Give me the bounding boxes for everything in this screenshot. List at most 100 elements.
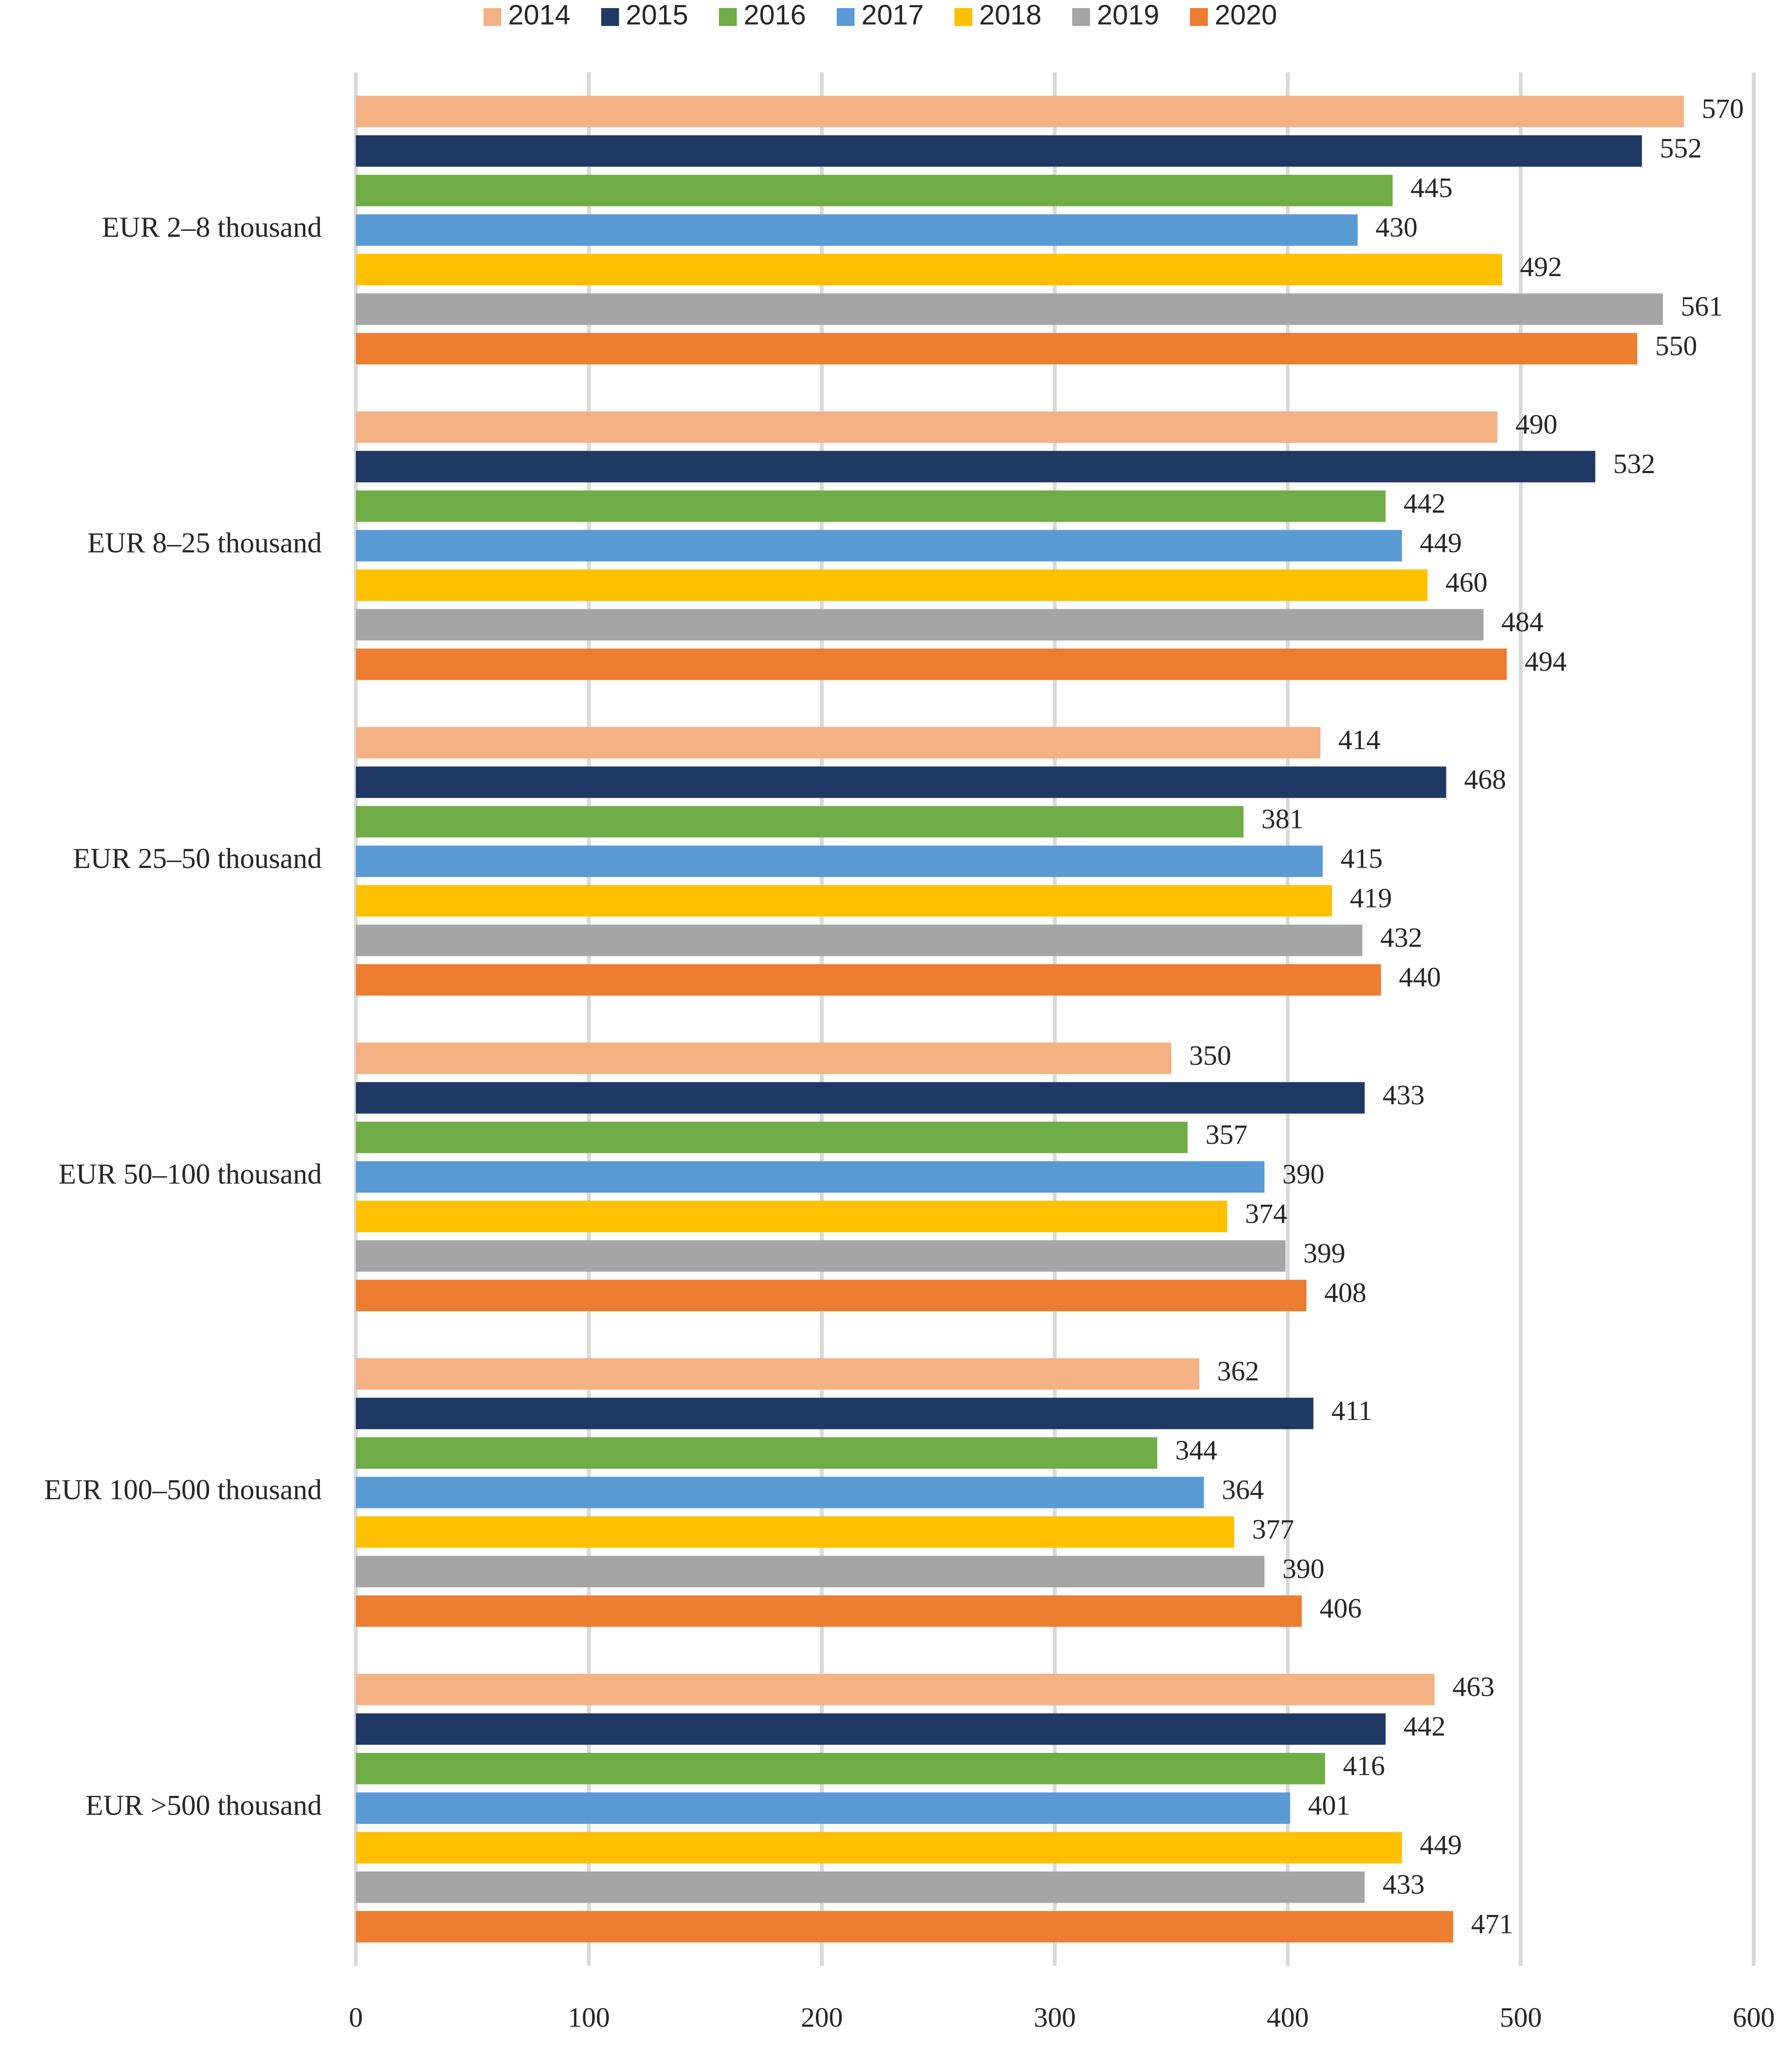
data-label-2020-1: 494: [1525, 646, 1567, 677]
category-label-1: EUR 8–25 thousand: [87, 526, 322, 559]
bar-2018-0: [356, 254, 1502, 286]
data-label-2015-3: 433: [1383, 1080, 1425, 1111]
data-label-2020-3: 408: [1324, 1277, 1366, 1308]
category-label-2: EUR 25–50 thousand: [73, 842, 322, 874]
bar-2019-5: [356, 1871, 1365, 1903]
bar-2020-0: [356, 333, 1637, 365]
data-label-2020-5: 471: [1471, 1909, 1513, 1940]
tick-label-100: 100: [568, 2002, 610, 2033]
value-axis-tick-labels: 0 100 200 300 400 500 600: [349, 2002, 1775, 2033]
data-label-2016-2: 381: [1261, 803, 1304, 834]
bar-2019-3: [356, 1240, 1286, 1272]
bar-2017-0: [356, 214, 1358, 246]
bar-2020-5: [356, 1911, 1454, 1943]
bar-2016-4: [356, 1437, 1158, 1469]
legend-label-2019: 2019: [1097, 0, 1159, 30]
bar-2017-2: [356, 845, 1323, 877]
bar-2015-4: [356, 1398, 1314, 1430]
legend-swatch-2015: [601, 8, 619, 26]
bar-2019-4: [356, 1556, 1265, 1588]
category-axis-labels: EUR 2–8 thousand EUR 8–25 thousand EUR 25–…: [44, 211, 322, 1821]
legend: 2014 2015 2016 2017 2018 2019 2020: [483, 0, 1277, 30]
tick-label-0: 0: [349, 2002, 363, 2033]
bar-2015-2: [356, 766, 1446, 798]
bar-2014-1: [356, 411, 1498, 443]
tick-label-500: 500: [1500, 2002, 1542, 2033]
bar-2018-1: [356, 569, 1428, 601]
tick-label-200: 200: [801, 2002, 843, 2033]
bar-2015-3: [356, 1082, 1365, 1114]
bar-2019-2: [356, 925, 1363, 956]
bar-2020-2: [356, 964, 1381, 996]
bar-2016-2: [356, 806, 1244, 838]
bar-2017-3: [356, 1161, 1265, 1193]
bar-2020-4: [356, 1595, 1302, 1627]
bar-2017-4: [356, 1477, 1204, 1509]
data-label-2016-0: 445: [1411, 172, 1453, 203]
data-label-2018-5: 449: [1420, 1829, 1462, 1861]
data-label-2015-5: 442: [1403, 1711, 1446, 1742]
data-label-2014-3: 350: [1189, 1040, 1231, 1071]
bar-2016-3: [356, 1121, 1188, 1153]
data-label-2017-1: 449: [1420, 528, 1462, 559]
data-label-2018-1: 460: [1446, 567, 1488, 598]
legend-label-2020: 2020: [1215, 0, 1277, 30]
bar-2016-5: [356, 1753, 1325, 1784]
data-label-2017-0: 430: [1375, 212, 1417, 243]
legend-label-2016: 2016: [744, 0, 806, 30]
bar-2014-5: [356, 1673, 1435, 1705]
data-label-2019-0: 561: [1681, 291, 1723, 322]
legend-swatch-2018: [954, 8, 972, 26]
data-label-2019-2: 432: [1380, 922, 1422, 953]
bar-2018-4: [356, 1516, 1234, 1548]
legend-swatch-2020: [1190, 8, 1208, 26]
legend-swatch-2019: [1072, 8, 1090, 26]
data-label-2020-4: 406: [1320, 1593, 1362, 1624]
bar-2020-1: [356, 648, 1507, 680]
data-label-2016-1: 442: [1403, 488, 1446, 519]
data-label-2018-2: 419: [1350, 882, 1392, 913]
bar-2018-5: [356, 1832, 1402, 1863]
data-label-2017-3: 390: [1282, 1159, 1324, 1190]
tick-label-400: 400: [1267, 2002, 1309, 2033]
gridlines: [354, 72, 1756, 1966]
bar-2014-3: [356, 1042, 1171, 1074]
data-label-2014-1: 490: [1515, 409, 1557, 440]
legend-label-2015: 2015: [626, 0, 688, 30]
category-label-3: EUR 50–100 thousand: [58, 1157, 322, 1190]
bar-2016-0: [356, 175, 1393, 207]
data-label-2018-4: 377: [1252, 1514, 1294, 1545]
data-label-2015-0: 552: [1660, 133, 1702, 164]
data-label-2016-4: 344: [1175, 1435, 1217, 1466]
legend-swatch-2016: [719, 8, 737, 26]
category-label-4: EUR 100–500 thousand: [44, 1473, 322, 1506]
bar-2015-0: [356, 135, 1642, 167]
data-label-2018-0: 492: [1520, 251, 1562, 282]
tick-label-600: 600: [1733, 2002, 1775, 2033]
category-label-0: EUR 2–8 thousand: [102, 211, 322, 243]
category-label-5: EUR >500 thousand: [85, 1789, 322, 1821]
data-label-2014-0: 570: [1702, 93, 1744, 124]
bars: [356, 96, 1684, 1943]
data-label-2015-2: 468: [1464, 764, 1506, 795]
data-label-2015-4: 411: [1331, 1395, 1372, 1426]
legend-label-2018: 2018: [979, 0, 1042, 30]
data-label-2016-3: 357: [1205, 1119, 1247, 1150]
bar-2015-1: [356, 451, 1596, 482]
data-label-2014-4: 362: [1217, 1356, 1259, 1387]
bar-2017-1: [356, 530, 1402, 562]
data-label-2015-1: 532: [1613, 448, 1655, 479]
bar-2018-2: [356, 885, 1332, 917]
bar-2019-1: [356, 609, 1484, 641]
data-label-2019-4: 390: [1282, 1553, 1324, 1584]
data-label-2017-5: 401: [1308, 1790, 1350, 1821]
data-label-2014-5: 463: [1452, 1671, 1494, 1702]
bar-2019-0: [356, 293, 1663, 325]
legend-label-2017: 2017: [861, 0, 924, 30]
data-label-2017-4: 364: [1222, 1474, 1264, 1505]
bar-2018-3: [356, 1200, 1227, 1232]
legend-swatch-2017: [837, 8, 855, 26]
data-label-2020-2: 440: [1399, 962, 1441, 993]
